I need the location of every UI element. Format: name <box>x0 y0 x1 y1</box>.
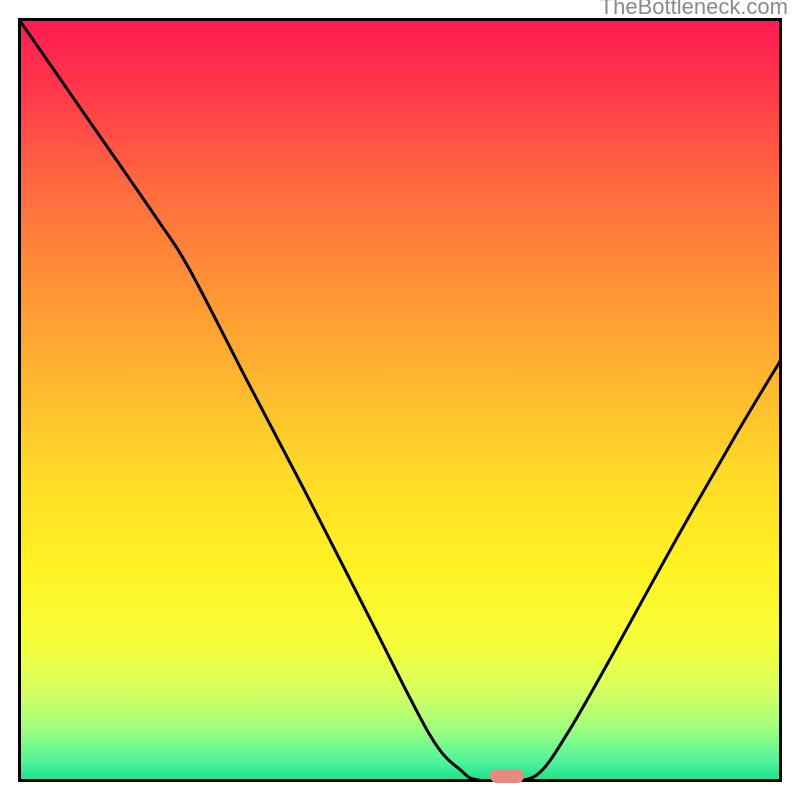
attribution-text: TheBottleneck.com <box>600 0 788 20</box>
plot-border <box>20 20 781 781</box>
bottleneck-curve <box>18 18 782 781</box>
curve-layer <box>18 18 782 782</box>
plot-area <box>18 18 782 782</box>
chart-container: TheBottleneck.com <box>0 0 800 800</box>
optimal-marker <box>490 769 524 783</box>
